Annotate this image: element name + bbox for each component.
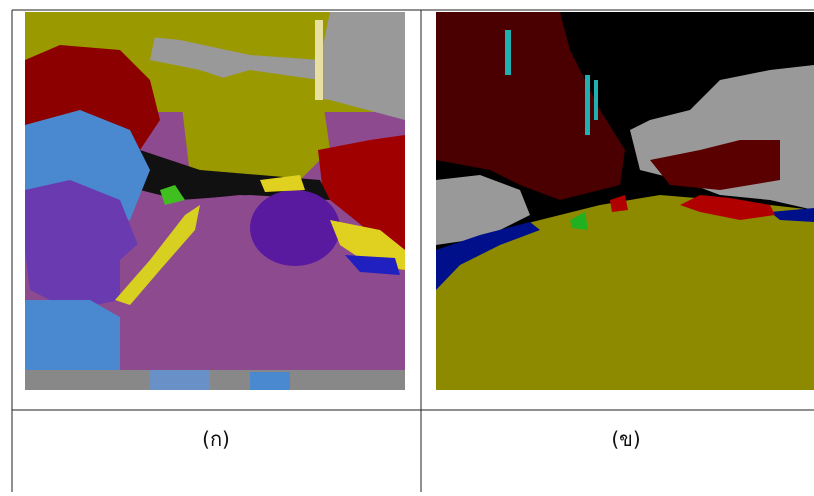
page: {"table": {"captions": ["(ก)", "(ข)"]}} (0, 0, 814, 492)
segmentation-image-a (25, 12, 405, 390)
caption-b: (ข) (611, 427, 640, 451)
segmentation-image-b (436, 12, 814, 390)
caption-a: (ก) (202, 427, 230, 451)
figure-table: (ก) (ข) (0, 0, 814, 492)
